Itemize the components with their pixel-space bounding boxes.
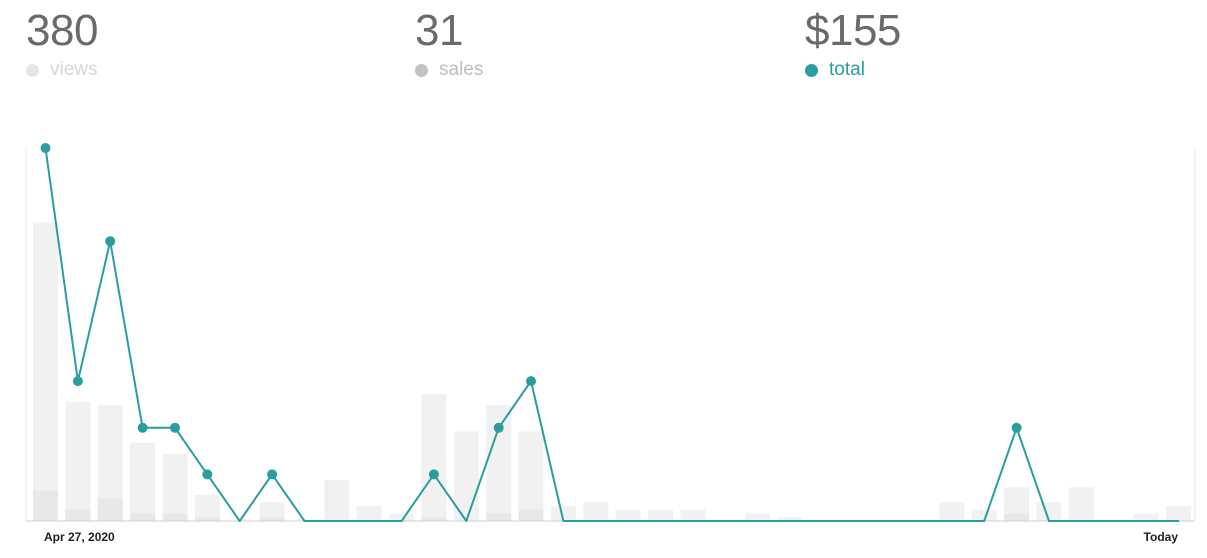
views-bar [356,506,382,521]
total-stat: $155 total [805,6,901,82]
views-bar [421,394,447,521]
views-bar [324,480,350,521]
total-point[interactable] [105,236,116,247]
total-point[interactable] [40,143,51,153]
total-amount: $155 [805,6,901,55]
sales-bar [194,517,220,521]
total-point[interactable] [267,469,278,480]
views-bar [550,506,576,521]
total-point[interactable] [493,422,504,433]
sales-count: 31 [415,6,463,55]
sales-bar [486,513,512,521]
sales-label: sales [439,59,484,80]
sales-bar [259,517,285,521]
views-bar [745,513,771,521]
sales-bar [1004,513,1030,521]
total-point[interactable] [72,376,83,387]
total-point[interactable] [1011,422,1022,433]
views-bar [162,453,188,521]
x-end-label: Today [1144,530,1179,544]
views-bar [615,509,641,521]
views-bar [777,517,803,521]
sales-legend-dot [415,63,428,77]
total-points [40,143,1022,480]
sales-bar [97,498,123,521]
views-bar [1133,513,1159,521]
total-line [44,147,1180,522]
total-point[interactable] [428,469,439,480]
views-bar [648,509,673,521]
sales-bar [162,513,188,521]
views-bar [518,431,544,521]
views-legend-dot [26,63,39,77]
sales-bar [33,491,58,521]
sales-bar [518,509,544,521]
views-bar [130,442,156,521]
sales-bar [130,513,156,521]
views-bar [33,222,58,521]
views-label: views [50,59,98,80]
views-stat: 380 views [26,6,98,82]
total-legend[interactable]: total [805,58,901,82]
views-bar [486,405,512,521]
x-start-label: Apr 27, 2020 [44,530,115,544]
sales-legend[interactable]: sales [415,58,483,82]
total-legend-dot [805,63,818,77]
sales-stat: 31 sales [415,6,483,82]
views-bar [389,513,415,521]
views-bar [583,502,609,522]
total-point[interactable] [526,376,536,387]
sales-bars [33,491,1030,521]
total-label: total [829,59,865,80]
views-bar [971,509,997,521]
views-bar [259,502,285,522]
total-point[interactable] [137,422,148,433]
views-count: 380 [26,6,98,55]
sales-bar [65,509,91,521]
views-bar [194,494,220,521]
sales-bar [421,517,447,521]
views-bar [65,401,91,521]
total-point[interactable] [202,469,213,480]
views-bar [680,509,706,521]
views-bar [939,502,965,522]
views-bar [453,431,479,521]
total-point[interactable] [170,422,180,433]
views-bar [1165,506,1191,521]
views-legend[interactable]: views [26,58,98,82]
views-bar [1036,502,1062,522]
views-bar [1068,487,1094,521]
